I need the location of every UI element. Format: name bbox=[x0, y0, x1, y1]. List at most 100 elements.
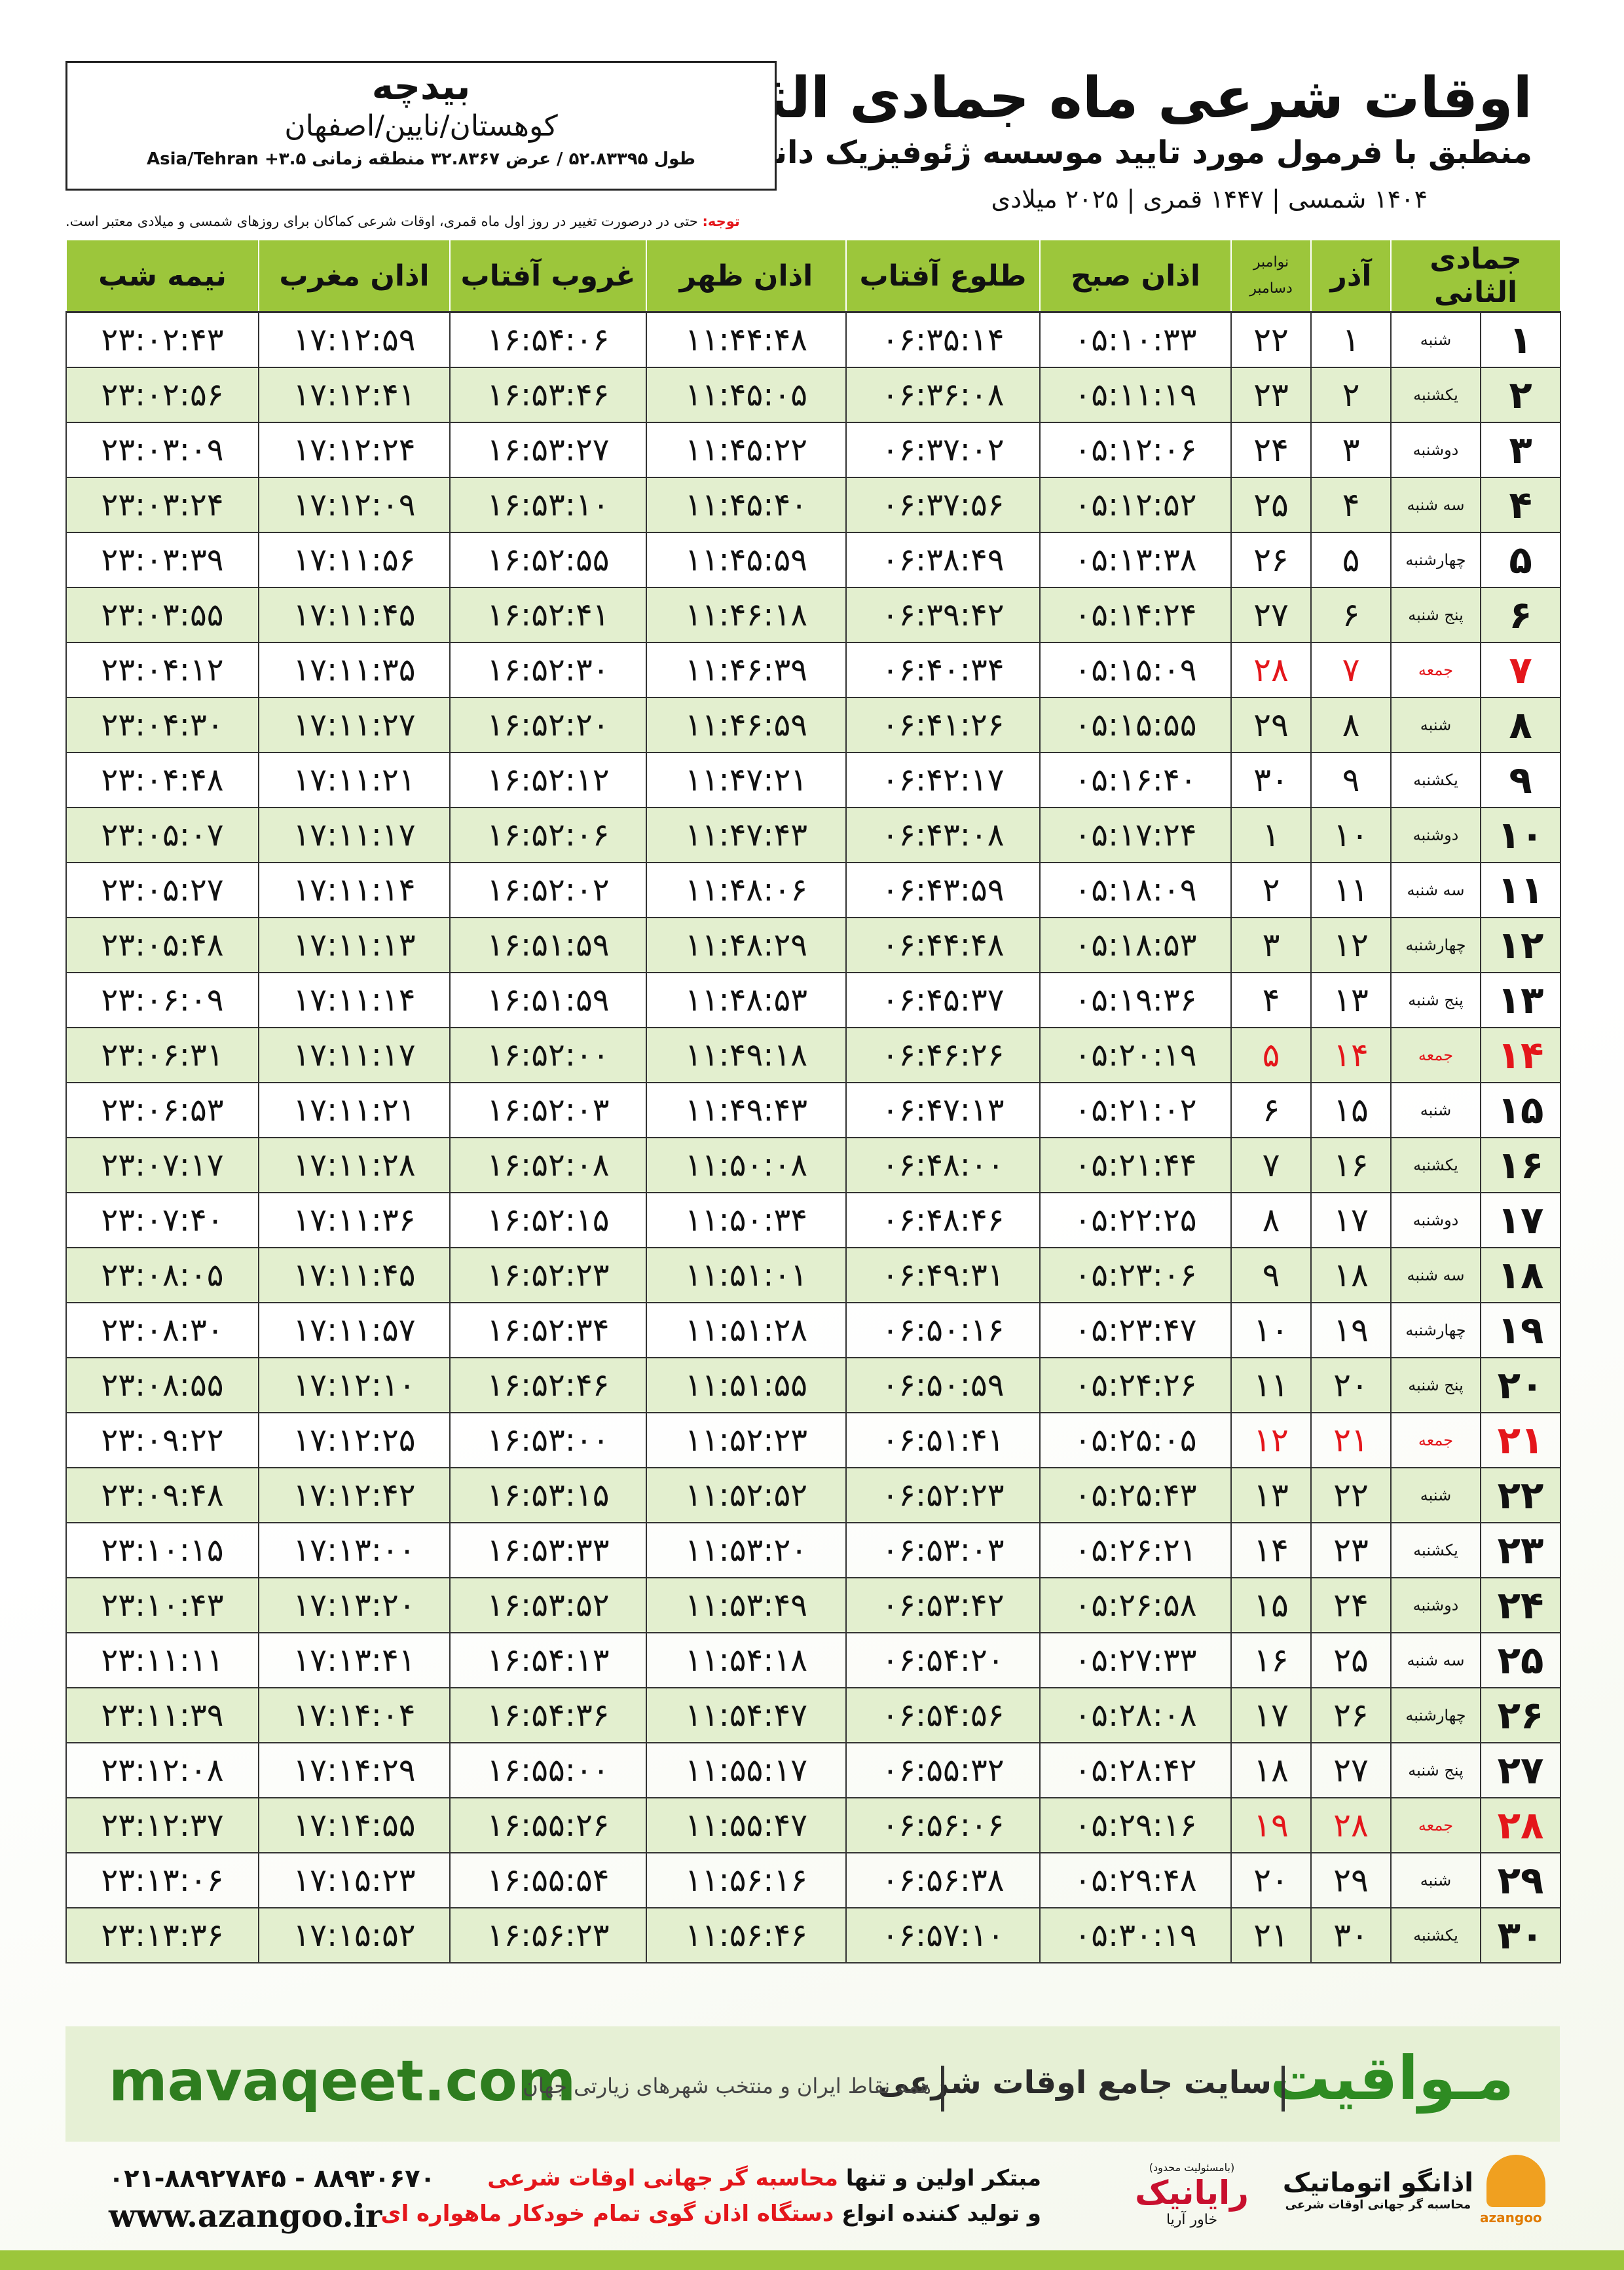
cell: ۱۱:۵۰:۳۴ bbox=[646, 1192, 847, 1248]
cell: ۱۱:۵۳:۲۰ bbox=[646, 1522, 847, 1578]
coords: طول ۵۲.۸۳۳۹۵ / عرض ۳۲.۸۳۶۷ منطقه زمانی ۳… bbox=[147, 149, 695, 169]
cell: ۸ bbox=[1230, 1192, 1312, 1248]
cell: ۲۳:۰۹:۲۲ bbox=[65, 1412, 259, 1468]
separator bbox=[1282, 2066, 1285, 2112]
cell: ۱۳ bbox=[1310, 972, 1392, 1028]
cell: ۱ bbox=[1310, 311, 1392, 368]
cell: ۲۳:۰۶:۳۱ bbox=[65, 1027, 259, 1083]
cell: ۸ bbox=[1310, 697, 1392, 753]
cell: ۲۳:۱۱:۳۹ bbox=[65, 1687, 259, 1743]
logo-name: اذانگو اتوماتیک bbox=[1282, 2168, 1473, 2198]
cell: ۱۱:۵۵:۴۷ bbox=[646, 1797, 847, 1853]
cell: شنبه bbox=[1390, 311, 1482, 368]
cell: ۱۵ bbox=[1480, 1082, 1562, 1138]
cell: ۰۵:۲۵:۰۵ bbox=[1039, 1412, 1232, 1468]
cell: ۱۷:۱۱:۲۸ bbox=[258, 1137, 451, 1193]
cell: ۰۵:۱۲:۵۲ bbox=[1039, 477, 1232, 533]
cell: ۱۱:۴۸:۵۳ bbox=[646, 972, 847, 1028]
cell: ۱۱:۵۰:۰۸ bbox=[646, 1137, 847, 1193]
cell: ۱۱:۵۵:۱۷ bbox=[646, 1742, 847, 1798]
cell: ۲۳ bbox=[1310, 1522, 1392, 1578]
cell: ۱۶:۵۳:۱۰ bbox=[449, 477, 647, 533]
cell: ۱۶:۵۲:۲۳ bbox=[449, 1247, 647, 1303]
logo-name: رایانیک bbox=[1135, 2174, 1249, 2212]
logo-sub: محاسبه گر جهانی اوقات شرعی bbox=[1285, 2198, 1471, 2212]
cell: ۰۶:۵۶:۳۸ bbox=[845, 1852, 1041, 1908]
cell: ۲۳:۱۱:۱۱ bbox=[65, 1632, 259, 1688]
table-row: ۶ پنج شنبه ۶ ۲۷ ۰۵:۱۴:۲۴ ۰۶:۳۹:۴۲ ۱۱:۴۶:۱۸ ۱۶:۵… bbox=[65, 587, 1562, 643]
table-row: ۱۸ سه شنبه ۱۸ ۹ ۰۵:۲۳:۰۶ ۰۶:۴۹:۳۱ ۱۱:۵۱:۰۱ ۱۶:۵… bbox=[65, 1247, 1562, 1303]
cell: ۲۰ bbox=[1480, 1357, 1562, 1413]
cell: ۲۳:۰۸:۵۵ bbox=[65, 1357, 259, 1413]
cell: ۱۲ bbox=[1230, 1412, 1312, 1468]
column-header: اذان صبح bbox=[1039, 239, 1232, 313]
table-row: ۱۳ پنج شنبه ۱۳ ۴ ۰۵:۱۹:۳۶ ۰۶:۴۵:۳۷ ۱۱:۴۸:۵۳ ۱۶:… bbox=[65, 972, 1562, 1028]
cell: ۲۷ bbox=[1230, 587, 1312, 643]
cell: ۱۷:۱۲:۲۵ bbox=[258, 1412, 451, 1468]
cell: ۱۶:۵۲:۰۲ bbox=[449, 862, 647, 918]
cell: ۰۶:۵۰:۵۹ bbox=[845, 1357, 1041, 1413]
separator bbox=[941, 2066, 944, 2112]
cell: ۲۲ bbox=[1310, 1467, 1392, 1523]
cell: یکشنبه bbox=[1390, 1907, 1482, 1963]
cell: ۱۶ bbox=[1480, 1137, 1562, 1193]
cell: ۲۳:۰۲:۵۶ bbox=[65, 367, 259, 423]
cell: ۶ bbox=[1230, 1082, 1312, 1138]
cell: جمعه bbox=[1390, 1797, 1482, 1853]
cell: ۰۵:۱۸:۰۹ bbox=[1039, 862, 1232, 918]
cell: ۳۰ bbox=[1480, 1907, 1562, 1963]
location-box: بیدچه کوهستان/نایین/اصفهان طول ۵۲.۸۳۳۹۵ … bbox=[65, 61, 777, 191]
cell: ۷ bbox=[1480, 642, 1562, 698]
cell: ۲ bbox=[1230, 862, 1312, 918]
cell: ۱۷:۱۱:۱۳ bbox=[258, 917, 451, 973]
cell: ۲۳:۱۲:۰۸ bbox=[65, 1742, 259, 1798]
cell: ۰۶:۴۰:۳۴ bbox=[845, 642, 1041, 698]
cell: ۱۷:۱۲:۵۹ bbox=[258, 311, 451, 368]
cell: ۰۵:۱۵:۰۹ bbox=[1039, 642, 1232, 698]
cell: ۲۷ bbox=[1310, 1742, 1392, 1798]
cell: ۲۴ bbox=[1230, 422, 1312, 478]
table-row: ۲۸ جمعه ۲۸ ۱۹ ۰۵:۲۹:۱۶ ۰۶:۵۶:۰۶ ۱۱:۵۵:۴۷ ۱۶:۵۵:… bbox=[65, 1797, 1562, 1853]
cell: ۰۵:۲۳:۴۷ bbox=[1039, 1302, 1232, 1358]
cell: ۱۷:۱۱:۵۷ bbox=[258, 1302, 451, 1358]
cell: ۰۶:۵۵:۳۲ bbox=[845, 1742, 1041, 1798]
cell: ۱۱:۵۲:۵۲ bbox=[646, 1467, 847, 1523]
cell: ۲ bbox=[1480, 367, 1562, 423]
cell: ۲ bbox=[1310, 367, 1392, 423]
cell: ۱۱ bbox=[1230, 1357, 1312, 1413]
cell: دوشنبه bbox=[1390, 1192, 1482, 1248]
cell: ۱۷:۱۴:۲۹ bbox=[258, 1742, 451, 1798]
cell: ۰۵:۱۶:۴۰ bbox=[1039, 752, 1232, 808]
cell: ۱۴ bbox=[1480, 1027, 1562, 1083]
phones: ۰۲۱-۸۸۹۲۷۸۴۵ - ۸۸۹۳۰۶۷۰ bbox=[109, 2164, 435, 2193]
column-header: غروب آفتاب bbox=[449, 239, 647, 313]
cell: ۱۷:۱۳:۴۱ bbox=[258, 1632, 451, 1688]
cell: ۰۵:۱۷:۲۴ bbox=[1039, 807, 1232, 863]
cell: ۱۷:۱۴:۰۴ bbox=[258, 1687, 451, 1743]
cell: ۱۰ bbox=[1310, 807, 1392, 863]
cell: ۰۶:۴۵:۳۷ bbox=[845, 972, 1041, 1028]
cell: ۰۵:۲۰:۱۹ bbox=[1039, 1027, 1232, 1083]
cell: ۱۷:۱۵:۵۲ bbox=[258, 1907, 451, 1963]
cell: ۹ bbox=[1230, 1247, 1312, 1303]
cell: ۲۹ bbox=[1230, 697, 1312, 753]
cell: ۱۶:۵۴:۰۶ bbox=[449, 311, 647, 368]
cell: شنبه bbox=[1390, 697, 1482, 753]
cell: ۱۱:۴۸:۲۹ bbox=[646, 917, 847, 973]
cell: ۱۷:۱۲:۰۹ bbox=[258, 477, 451, 533]
cell: ۱۷:۱۱:۱۴ bbox=[258, 972, 451, 1028]
table-row: ۳ دوشنبه ۳ ۲۴ ۰۵:۱۲:۰۶ ۰۶:۳۷:۰۲ ۱۱:۴۵:۲۲ ۱۶:۵۳:… bbox=[65, 422, 1562, 478]
cell: ۱۱:۴۸:۰۶ bbox=[646, 862, 847, 918]
note-text: حتی در درصورت تغییر در روز اول ماه قمری،… bbox=[65, 214, 698, 229]
column-header: طلوع آفتاب bbox=[845, 239, 1041, 313]
cell: ۱۱:۵۱:۲۸ bbox=[646, 1302, 847, 1358]
cell: ۲۸ bbox=[1230, 642, 1312, 698]
cell: ۲۳:۰۶:۵۳ bbox=[65, 1082, 259, 1138]
cell: ۰۶:۴۶:۲۶ bbox=[845, 1027, 1041, 1083]
table-row: ۲ یکشنبه ۲ ۲۳ ۰۵:۱۱:۱۹ ۰۶:۳۶:۰۸ ۱۱:۴۵:۰۵ ۱۶:۵۳:… bbox=[65, 367, 1562, 423]
cell: ۹ bbox=[1310, 752, 1392, 808]
cell: ۱۶:۵۲:۰۶ bbox=[449, 807, 647, 863]
cell: ۱۷ bbox=[1230, 1687, 1312, 1743]
cell: ۵ bbox=[1480, 532, 1562, 588]
